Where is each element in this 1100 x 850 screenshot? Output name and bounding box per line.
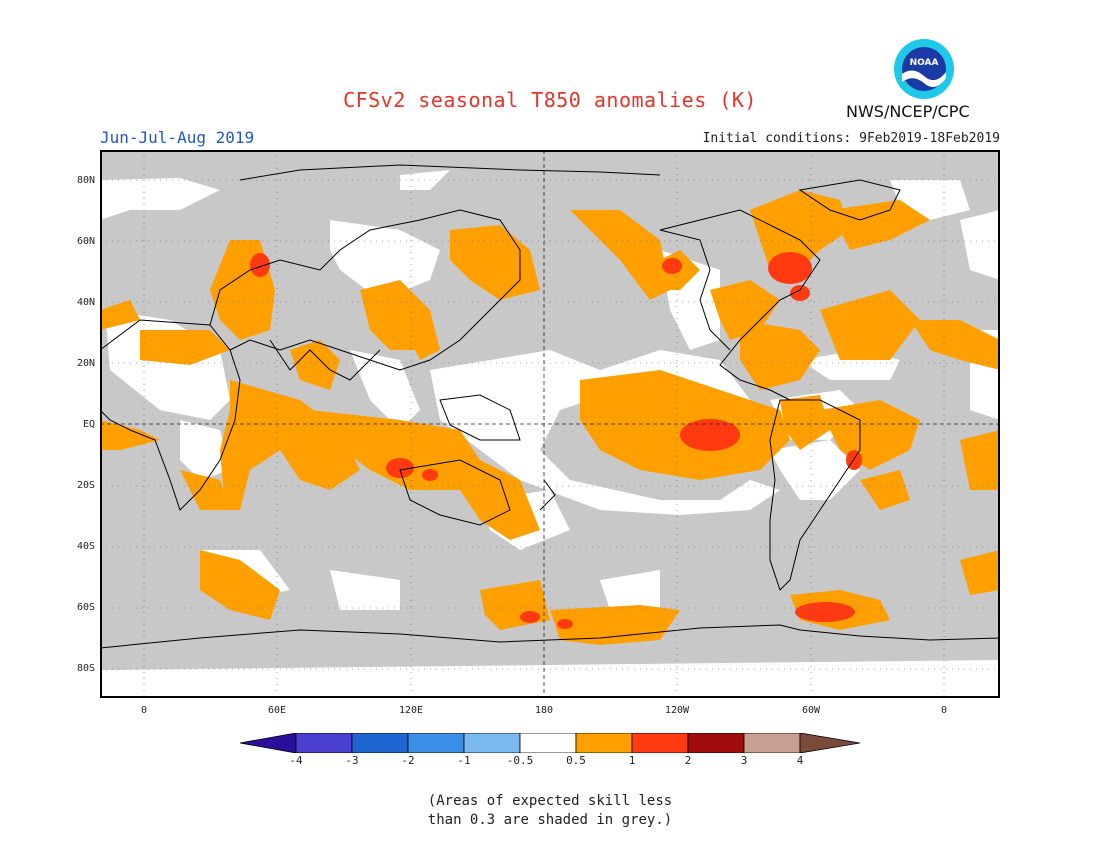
skill-note-line: than 0.3 are shaded in grey.) (427, 812, 673, 828)
lat-label: 20S (76, 480, 95, 491)
graticule (100, 150, 1000, 698)
lat-label: 60N (76, 236, 95, 247)
coastlines (100, 164, 1000, 649)
lon-label: 0 (140, 705, 148, 716)
colorbar-label: 2 (684, 754, 692, 767)
colorbar-segment (351, 733, 409, 753)
colorbar-segment (575, 733, 633, 753)
map-frame (100, 150, 1000, 698)
lat-label: 80S (76, 663, 95, 674)
lon-label: 120E (398, 705, 424, 716)
skill-note: (Areas of expected skill less than 0.3 a… (0, 792, 1100, 830)
lon-label: 120W (664, 705, 690, 716)
equator-and-dateline (100, 150, 1000, 698)
agency-label: NWS/NCEP/CPC (846, 102, 970, 121)
colorbar (240, 733, 860, 753)
colorbar-segment (631, 733, 689, 753)
noaa-logo-icon: NOAA (894, 39, 954, 99)
map-title: CFSv2 seasonal T850 anomalies (K) (343, 88, 757, 112)
colorbar-label: -4 (289, 754, 303, 767)
skill-note-line: (Areas of expected skill less (427, 793, 673, 809)
colorbar-segment (519, 733, 577, 753)
colorbar-segment (240, 733, 297, 753)
colorbar-label: 4 (796, 754, 804, 767)
lat-label: 40N (76, 297, 95, 308)
strong-warm-anomaly-areas (250, 252, 862, 629)
lon-label: 180 (534, 705, 554, 716)
colorbar-segment (743, 733, 801, 753)
logo-text: NOAA (910, 58, 939, 68)
colorbar-label: -3 (345, 754, 359, 767)
colorbar-label: 0.5 (566, 754, 586, 767)
lon-label: 60W (801, 705, 821, 716)
colorbar-label: -1 (457, 754, 471, 767)
colorbar-segment (295, 733, 353, 753)
t850-anomaly-map (100, 150, 1000, 698)
colorbar-label: -0.5 (506, 754, 534, 767)
colorbar-segment (799, 733, 860, 753)
colorbar-label: 1 (628, 754, 636, 767)
lon-label: 60E (267, 705, 287, 716)
colorbar-segment (463, 733, 521, 753)
colorbar-label: 3 (740, 754, 748, 767)
lat-label: 60S (76, 602, 95, 613)
lat-label: EQ (82, 419, 95, 430)
colorbar-segment (407, 733, 465, 753)
season-label: Jun-Jul-Aug 2019 (100, 128, 255, 147)
colorbar-segment (687, 733, 745, 753)
lon-label: 0 (940, 705, 948, 716)
lat-label: 20N (76, 358, 95, 369)
lat-label: 40S (76, 541, 95, 552)
colorbar-label: -2 (401, 754, 415, 767)
initial-conditions-label: Initial conditions: 9Feb2019-18Feb2019 (702, 131, 1000, 146)
lat-label: 80N (76, 175, 95, 186)
